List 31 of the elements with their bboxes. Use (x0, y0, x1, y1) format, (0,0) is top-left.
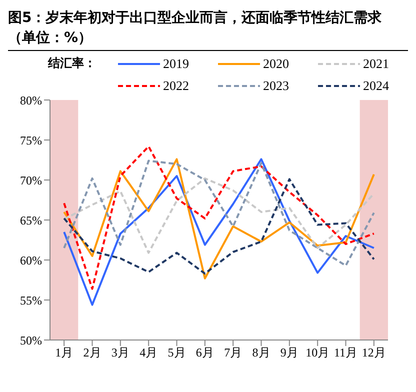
x-tick-label: 5月 (168, 346, 186, 360)
legend-title: 结汇率： (48, 55, 97, 72)
legend-label: 2019 (163, 56, 189, 72)
line-series (63, 178, 375, 275)
line-series (63, 158, 375, 306)
legend-label: 2024 (363, 78, 389, 94)
y-tick-label: 70% (20, 173, 42, 188)
y-tick-label: 75% (20, 133, 42, 148)
y-tick-label: 55% (20, 293, 42, 308)
y-tick-label: 50% (20, 333, 42, 348)
x-tick-label: 3月 (111, 346, 130, 360)
x-tick-label: 10月 (306, 346, 330, 360)
x-tick-label: 2月 (83, 346, 102, 360)
x-tick-label: 4月 (140, 346, 158, 360)
legend-label: 2023 (263, 78, 289, 94)
x-tick-label: 12月 (362, 346, 386, 360)
x-tick-label: 9月 (280, 346, 298, 360)
x-tick-label: 1月 (55, 346, 74, 360)
legend-label: 2020 (263, 56, 289, 72)
line-series (63, 177, 375, 254)
chart-title: 图5：岁末年初对于出口型企业而言，还面临季节性结汇需求（单位：%） (8, 8, 408, 51)
legend-label: 2021 (363, 56, 389, 72)
line-series (63, 145, 375, 290)
y-tick-label: 60% (20, 253, 42, 268)
x-tick-label: 6月 (196, 346, 214, 360)
x-tick-label: 11月 (334, 346, 358, 360)
y-tick-label: 65% (20, 213, 42, 228)
y-tick-label: 80% (20, 93, 42, 108)
legend-label: 2022 (163, 78, 189, 94)
x-tick-label: 7月 (224, 346, 242, 360)
x-tick-label: 8月 (252, 346, 270, 360)
